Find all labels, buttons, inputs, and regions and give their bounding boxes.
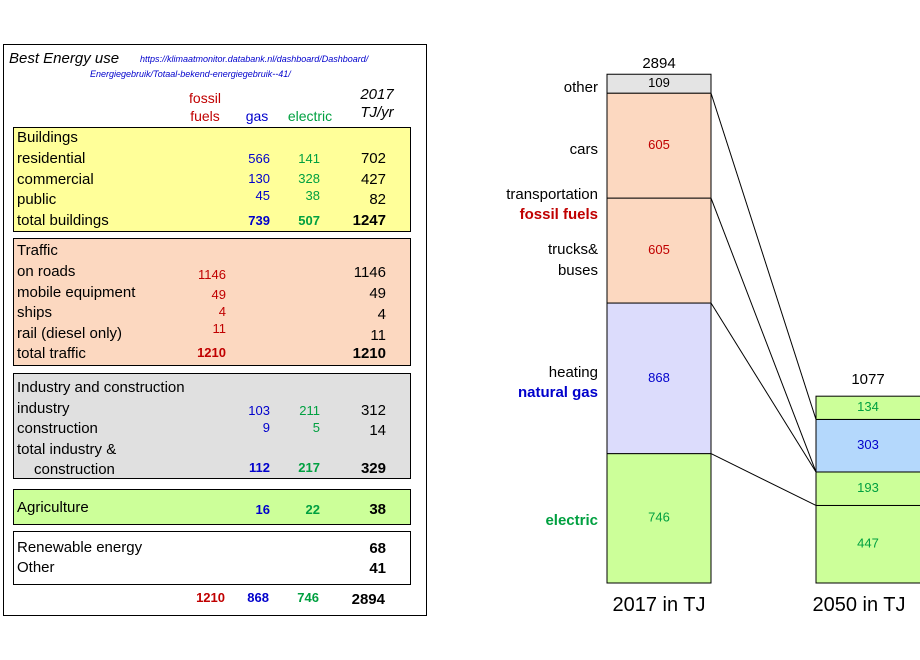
bar-2017-value-label: 868 (648, 370, 670, 385)
label-electric: electric (545, 512, 598, 529)
chart-labels: other cars transportation fossil fuels t… (506, 55, 905, 616)
bar-2017-segment (606, 92, 712, 199)
bar-2050-value-label: 447 (857, 536, 879, 551)
section-industry: Industry and construction industry 103 2… (13, 373, 411, 479)
connector-line (710, 453, 817, 506)
bar-2017-value-label: 109 (648, 75, 670, 90)
source-url-line1[interactable]: https://klimaatmonitor.databank.nl/dashb… (140, 54, 369, 64)
label-natural-gas: natural gas (518, 384, 598, 401)
bar-2017-segment (606, 73, 712, 94)
label-buses: buses (558, 262, 598, 279)
source-url-line2[interactable]: Energiegebruik/Totaal-bekend-energiegebr… (90, 69, 291, 79)
bar-2050-segment (815, 471, 920, 506)
header-fossil-fuels: fossil fuels (189, 90, 221, 124)
label-cars: cars (570, 141, 598, 158)
total-2050: 1077 (851, 371, 884, 388)
x-label-2017: 2017 in TJ (612, 594, 705, 616)
bar-2050-segment (815, 418, 920, 473)
label-heating: heating (549, 364, 598, 381)
header-gas: gas (245, 108, 269, 124)
bar-2017-segment (606, 453, 712, 584)
section-agriculture: Agriculture 16 22 38 (13, 489, 411, 525)
section-heading: Industry and construction (17, 379, 185, 396)
bar-2050-value-label: 193 (857, 480, 879, 495)
bar-2050-segment (815, 395, 920, 420)
bar-2050-value-label: 303 (857, 437, 879, 452)
x-label-2050: 2050 in TJ (812, 594, 905, 616)
section-heading: Buildings (17, 129, 78, 146)
table-title: Best Energy use (9, 50, 120, 67)
label-transportation: transportation (506, 186, 598, 203)
bar-2017-value-label: 605 (648, 137, 670, 152)
label-other: other (564, 79, 598, 96)
bar-2017-value-label: 605 (648, 242, 670, 257)
bar-2017-segment (606, 197, 712, 304)
stacked-bar-chart: 746 868 605 605 109 447 193 303 134 other cars t… (506, 55, 920, 616)
section-renewable-other: Renewable energy 68 Other 41 (13, 531, 411, 585)
bars: 746 868 605 605 109 447 193 303 134 (606, 73, 920, 584)
bar-2017-value-label: 746 (648, 510, 670, 525)
header-total: 2017 TJ/yr (360, 86, 394, 121)
connector-line (710, 302, 817, 473)
bar-2017-segment (606, 302, 712, 455)
section-heading: Traffic (17, 242, 58, 259)
label-fossil-fuels: fossil fuels (520, 206, 598, 223)
energy-table: Best Energy use https://klimaatmonitor.d… (3, 44, 427, 616)
section-buildings: Buildings residential 566 141 702 commer… (13, 127, 411, 232)
header-electric: electric (287, 108, 333, 124)
connector-line (710, 92, 817, 420)
total-2017: 2894 (642, 55, 675, 72)
connector-line (710, 197, 817, 473)
label-trucks: trucks& (548, 241, 598, 258)
section-traffic: Traffic on roads 1146 1146 mobile equipm… (13, 238, 411, 366)
bar-2050-value-label: 134 (857, 399, 879, 414)
connector-lines (710, 92, 817, 506)
